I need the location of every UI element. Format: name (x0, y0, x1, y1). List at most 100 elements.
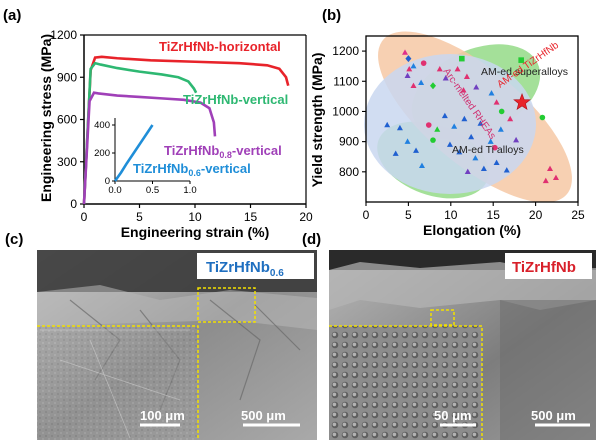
data-point (503, 167, 510, 173)
inset-x-tick-label: 0.0 (108, 185, 121, 196)
label-superalloys: AM-ed superalloys (481, 66, 568, 78)
data-point (456, 149, 463, 155)
data-point (492, 144, 498, 151)
sem-d-right-region (500, 300, 596, 440)
label-ti-alloys: AM-ed Ti alloys (452, 144, 524, 156)
label-horizontal: TiZrHfNb-horizontal (159, 39, 281, 54)
label-vertical: TiZrHfNb-vertical (183, 92, 288, 107)
data-point (429, 82, 436, 90)
data-point (513, 136, 520, 143)
scale-text-d-inset: 50 μm (434, 408, 472, 423)
a-series-line-1 (82, 61, 198, 205)
data-point (404, 72, 411, 79)
b-y-tick-label: 800 (339, 165, 359, 179)
a-x-tick-label: 15 (244, 210, 258, 224)
sample-label-d: TiZrHfNb (512, 259, 576, 276)
inset-border-c (37, 325, 199, 440)
data-point (410, 82, 417, 88)
region-am-tizrhfnb (364, 54, 536, 194)
data-point (461, 115, 468, 122)
data-point (418, 162, 425, 168)
data-point (410, 62, 417, 69)
data-point (468, 133, 475, 140)
data-point (498, 108, 505, 115)
a-x-tick-label: 10 (188, 210, 202, 224)
b-y-tick-label: 1100 (333, 74, 359, 88)
a-x-tick-label: 20 (299, 210, 313, 224)
data-point (402, 49, 409, 55)
data-point (418, 79, 425, 85)
panel-d: (d) TiZrHfNb 50 μm 500 μm (302, 231, 596, 440)
data-point (463, 73, 470, 79)
data-point (497, 126, 504, 132)
data-point (460, 87, 467, 93)
b-y-tick-label: 1000 (332, 104, 359, 118)
inset-border-d (329, 325, 483, 440)
data-point (404, 138, 411, 144)
panel-label-c: (c) (5, 231, 23, 248)
data-point (413, 147, 420, 153)
data-point (464, 168, 471, 175)
inset-x-tick-label: 0.5 (146, 185, 159, 196)
a-y-tick-label: 300 (57, 155, 77, 169)
a-series-line-0 (82, 55, 290, 205)
data-point (392, 150, 399, 156)
data-point (459, 55, 465, 62)
label-vertical-08: TiZrHfNb0.8-vertical (164, 143, 282, 160)
data-point (405, 55, 412, 63)
data-point (420, 60, 427, 66)
b-frame (365, 35, 579, 203)
data-point (430, 137, 436, 143)
data-point (493, 99, 500, 105)
sem-c-fracture-band (37, 285, 317, 330)
panel-label-a: (a) (3, 7, 21, 24)
b-x-tick-label: 20 (529, 208, 543, 222)
sem-d-inset (329, 326, 482, 440)
data-point (436, 66, 443, 72)
scale-text-d-main: 500 μm (531, 408, 576, 423)
data-point (384, 121, 391, 128)
data-point (477, 120, 484, 126)
panel-label-b: (b) (322, 7, 341, 24)
inset-x-tick-label: 1.0 (183, 185, 196, 196)
b-y-tick-label: 1200 (332, 44, 359, 58)
data-point (441, 112, 448, 119)
label-box-d (505, 253, 592, 279)
a-x-tick-label: 5 (136, 210, 143, 224)
a-ylabel: Engineering stress (MPa) (38, 34, 54, 202)
b-x-tick-label: 25 (571, 208, 585, 222)
sem-c-inset-texture (40, 329, 190, 439)
a-series-line-2 (82, 91, 217, 205)
data-point (396, 124, 403, 131)
data-point (518, 57, 524, 63)
a-y-tick-label: 0 (70, 197, 77, 211)
data-point (454, 66, 461, 72)
data-point (425, 122, 432, 128)
zoom-box-c (197, 287, 256, 323)
a-x-tick-label: 0 (81, 210, 88, 224)
a-y-tick-label: 600 (57, 113, 77, 127)
b-ylabel: Yield strength (MPa) (309, 53, 325, 188)
sem-c-inset (37, 326, 198, 440)
data-point (406, 66, 413, 72)
zoom-box-d (430, 309, 455, 326)
data-point (434, 126, 441, 132)
inset-y-tick-label: 200 (94, 148, 110, 159)
b-y-tick-label: 900 (339, 135, 359, 149)
scale-text-c-main: 500 μm (241, 408, 286, 423)
region-layer (364, 31, 572, 203)
data-point (451, 123, 458, 129)
b-x-tick-label: 10 (444, 208, 458, 222)
b-points (384, 49, 559, 184)
data-point (446, 141, 453, 147)
data-point (473, 84, 480, 90)
data-point (547, 165, 554, 171)
data-point (472, 155, 479, 161)
scale-text-c-inset: 100 μm (140, 408, 185, 423)
a-y-tick-label: 900 (57, 70, 77, 84)
b-x-tick-label: 0 (363, 208, 370, 222)
b-xlabel: Elongation (%) (423, 222, 521, 238)
inset-y-tick-label: 0 (105, 176, 110, 187)
